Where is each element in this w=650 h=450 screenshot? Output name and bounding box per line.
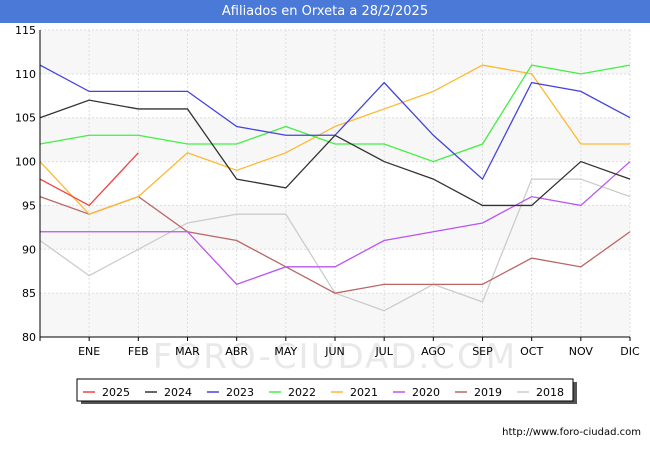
series-lines — [39, 64, 631, 312]
x-tick-label: SEP — [472, 345, 493, 358]
y-tick-label: 110 — [15, 68, 36, 81]
legend-box — [76, 378, 574, 402]
legend-label-2018: 2018 — [536, 386, 564, 399]
x-tick-label: ENE — [78, 345, 100, 358]
y-tick-label: 80 — [22, 331, 36, 344]
y-tick-label: 115 — [15, 24, 36, 37]
x-axis-ticks: ENE FEB MAR ABR MAY JUN JUL AGO SEP OCT NOV DIC — [39, 337, 640, 358]
legend: 2025 2024 2023 2022 2021 2020 2019 2018 — [76, 378, 577, 404]
legend-label-2022: 2022 — [288, 386, 316, 399]
y-tick-label: 100 — [15, 156, 36, 169]
title-bar — [0, 0, 650, 23]
y-axis-ticks: 80 85 90 95 100 105 110 115 — [15, 24, 36, 344]
y-tick-label: 95 — [22, 199, 36, 212]
legend-label-2025: 2025 — [102, 386, 130, 399]
y-tick-label: 85 — [22, 287, 36, 300]
legend-label-2024: 2024 — [164, 386, 192, 399]
y-tick-label: 90 — [22, 243, 36, 256]
series-line-2021 — [39, 64, 630, 215]
x-tick-label: JUN — [324, 345, 345, 358]
x-tick-label: MAY — [274, 345, 297, 358]
x-tick-label: DIC — [620, 345, 640, 358]
x-tick-label: NOV — [569, 345, 594, 358]
footer-url: http://www.foro-ciudad.com — [502, 427, 641, 438]
legend-label-2019: 2019 — [474, 386, 502, 399]
x-tick-label: OCT — [520, 345, 543, 358]
legend-label-2021: 2021 — [350, 386, 378, 399]
legend-label-2020: 2020 — [412, 386, 440, 399]
series-line-2024 — [39, 99, 631, 207]
chart-title: Afiliados en Orxeta a 28/2/2025 — [221, 4, 429, 19]
x-tick-label: FEB — [128, 345, 149, 358]
x-tick-label: MAR — [175, 345, 200, 358]
legend-label-2023: 2023 — [226, 386, 254, 399]
y-tick-label: 105 — [15, 112, 36, 125]
series-line-2025 — [39, 152, 139, 207]
x-tick-label: JUL — [374, 345, 393, 358]
series-line-2020 — [40, 161, 631, 286]
x-tick-label: AGO — [421, 345, 446, 358]
grid-lines — [39, 29, 631, 338]
watermark: FORO-CIUDAD.COM — [153, 337, 517, 377]
x-tick-label: ABR — [225, 345, 248, 358]
series-line-2022 — [39, 64, 631, 163]
